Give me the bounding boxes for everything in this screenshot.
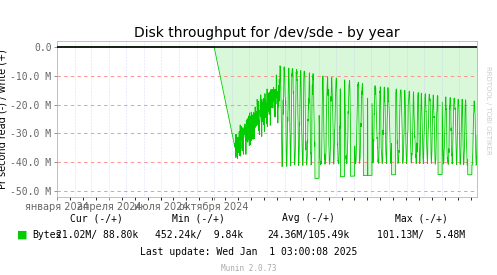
Text: Bytes: Bytes xyxy=(32,230,62,240)
Text: 24.36M/105.49k: 24.36M/105.49k xyxy=(267,230,349,240)
Text: Munin 2.0.73: Munin 2.0.73 xyxy=(221,264,276,273)
Text: ■: ■ xyxy=(17,230,28,240)
Text: 452.24k/  9.84k: 452.24k/ 9.84k xyxy=(155,230,243,240)
Text: 21.02M/ 88.80k: 21.02M/ 88.80k xyxy=(56,230,138,240)
Title: Disk throughput for /dev/sde - by year: Disk throughput for /dev/sde - by year xyxy=(134,26,400,40)
Text: Min (-/+): Min (-/+) xyxy=(172,213,225,223)
Text: Cur (-/+): Cur (-/+) xyxy=(71,213,123,223)
Text: Last update: Wed Jan  1 03:00:08 2025: Last update: Wed Jan 1 03:00:08 2025 xyxy=(140,247,357,257)
Y-axis label: Pr second read (-) / write (+): Pr second read (-) / write (+) xyxy=(0,49,7,189)
Text: Avg (-/+): Avg (-/+) xyxy=(282,213,334,223)
Text: Max (-/+): Max (-/+) xyxy=(395,213,448,223)
Text: RRDTOOL / TOBI OETIKER: RRDTOOL / TOBI OETIKER xyxy=(485,66,491,154)
Text: 101.13M/  5.48M: 101.13M/ 5.48M xyxy=(377,230,466,240)
